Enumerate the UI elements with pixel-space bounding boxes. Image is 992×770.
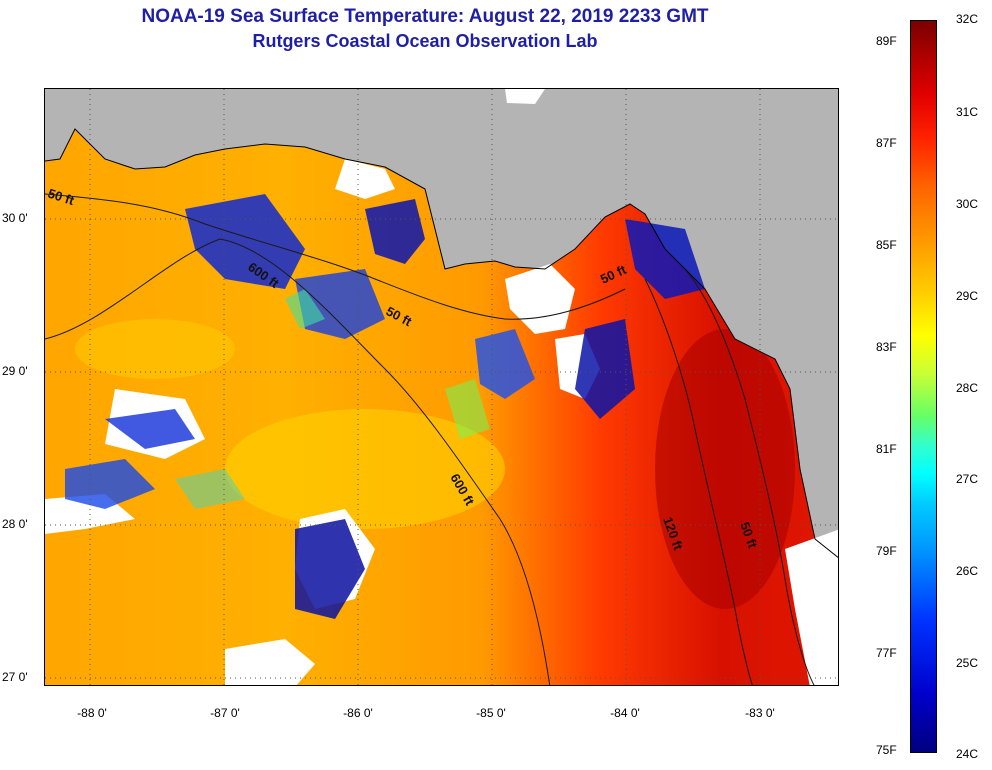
temperature-colorbar: [910, 20, 937, 753]
cloud-patch: [505, 89, 545, 104]
longitude-label: -84 0': [610, 706, 640, 720]
cold-patch: [295, 519, 365, 619]
yellow-band: [75, 319, 235, 379]
warm-core: [655, 329, 795, 609]
latitude-label: 28 0': [2, 517, 28, 531]
colorbar-c-label: 32C: [956, 12, 979, 26]
cold-patch: [65, 459, 155, 509]
latitude-label: 27 0': [2, 670, 28, 684]
cold-patch: [575, 319, 635, 419]
colorbar-f-label: 75F: [876, 743, 897, 757]
cold-patch: [105, 409, 195, 449]
longitude-label: -87 0': [210, 706, 240, 720]
colorbar-c-label: 26C: [956, 564, 979, 578]
contour-600ft: [45, 238, 551, 685]
cloud-patch: [335, 159, 395, 199]
coastline: [45, 128, 838, 559]
colorbar-c-label: 30C: [956, 197, 979, 211]
cloud-patch: [785, 529, 838, 685]
colorbar-f-label: 85F: [876, 238, 897, 252]
yellow-band: [225, 409, 505, 529]
colorbar-f-label: 87F: [876, 136, 897, 150]
cold-patch: [365, 199, 425, 264]
green-fringe: [445, 379, 490, 439]
depth-contours: [45, 128, 838, 685]
cold-patch: [475, 329, 535, 399]
colorbar-c-label: 31C: [956, 105, 979, 119]
green-fringe: [175, 469, 245, 509]
chart-subtitle: Rutgers Coastal Ocean Observation Lab: [252, 31, 598, 51]
colorbar-f-label: 77F: [876, 646, 897, 660]
cloud-patch: [225, 639, 315, 685]
cloud-patch: [505, 264, 575, 334]
longitude-label: -88 0': [77, 706, 107, 720]
colorbar-f-label: 83F: [876, 340, 897, 354]
colorbar-c-label: 28C: [956, 381, 979, 395]
colorbar-c-label: 27C: [956, 472, 979, 486]
sst-map[interactable]: 50 ft 50 ft 50 ft 600 ft 600 ft 120 ft 5…: [44, 88, 839, 686]
contour-50ft-east: [684, 268, 815, 685]
contour-50ft-west: [45, 193, 626, 320]
colorbar-c-label: 29C: [956, 289, 979, 303]
land-mass: [45, 89, 838, 558]
green-fringe: [285, 289, 325, 329]
latitude-label: 30 0': [2, 211, 28, 225]
colorbar-c-label: 24C: [956, 747, 979, 761]
longitude-label: -86 0': [343, 706, 373, 720]
colorbar-f-label: 81F: [876, 442, 897, 456]
chart-title: NOAA-19 Sea Surface Temperature: August …: [141, 6, 709, 27]
longitude-label: -83 0': [745, 706, 775, 720]
latitude-label: 29 0': [2, 364, 28, 378]
colorbar-f-label: 89F: [876, 34, 897, 48]
contour-120ft: [644, 278, 753, 685]
colorbar-f-label: 79F: [876, 544, 897, 558]
colorbar-c-label: 25C: [956, 656, 979, 670]
longitude-label: -85 0': [476, 706, 506, 720]
